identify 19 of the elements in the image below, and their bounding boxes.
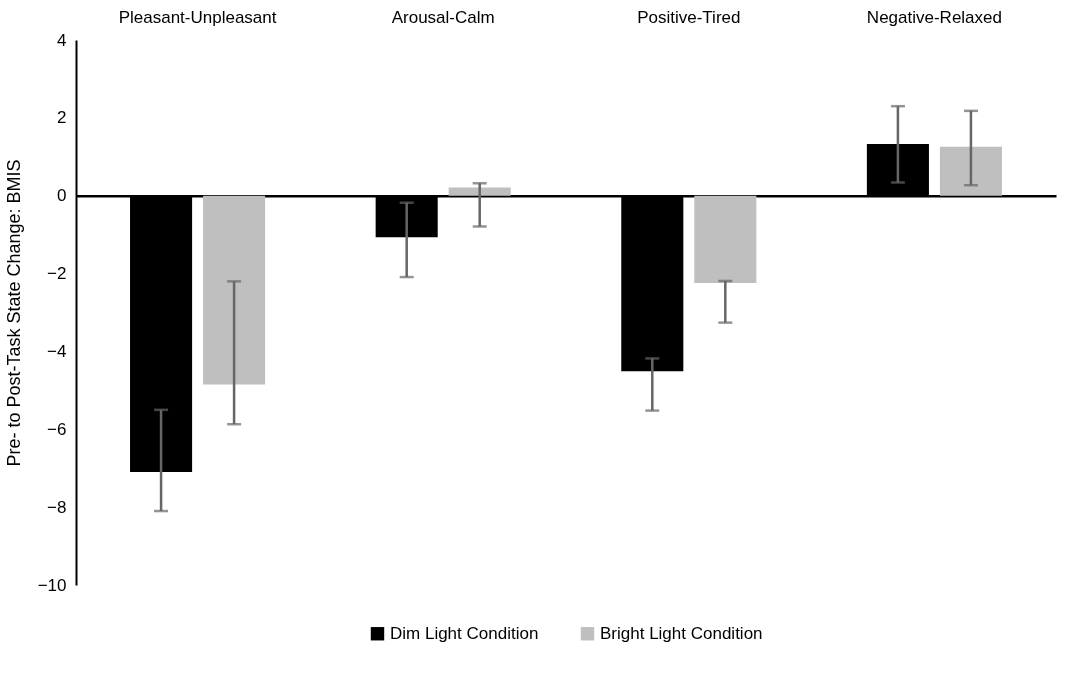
x-tick-label: Arousal-Calm — [391, 7, 495, 27]
bar — [694, 195, 757, 283]
y-tick-label: 0 — [57, 186, 67, 206]
x-tick-label: Positive-Tired — [637, 7, 741, 27]
x-tick-label: Pleasant-Unpleasant — [118, 7, 277, 27]
y-tick-label: −8 — [47, 497, 67, 517]
bar — [203, 195, 266, 385]
y-tick-label: 2 — [57, 108, 67, 128]
legend-label: Dim Light Condition — [390, 623, 539, 643]
y-tick-label: 4 — [57, 30, 67, 50]
bar — [448, 187, 511, 196]
y-tick-label: −10 — [37, 575, 67, 595]
y-tick-label: −6 — [47, 419, 67, 439]
y-tick-label: −2 — [47, 264, 67, 284]
bar — [939, 146, 1002, 196]
y-axis-title: Pre- to Post-Task State Change: BMIS — [3, 159, 24, 467]
y-tick-label: −4 — [47, 341, 67, 361]
x-tick-label: Negative-Relaxed — [866, 7, 1002, 27]
legend-label: Bright Light Condition — [600, 623, 763, 643]
